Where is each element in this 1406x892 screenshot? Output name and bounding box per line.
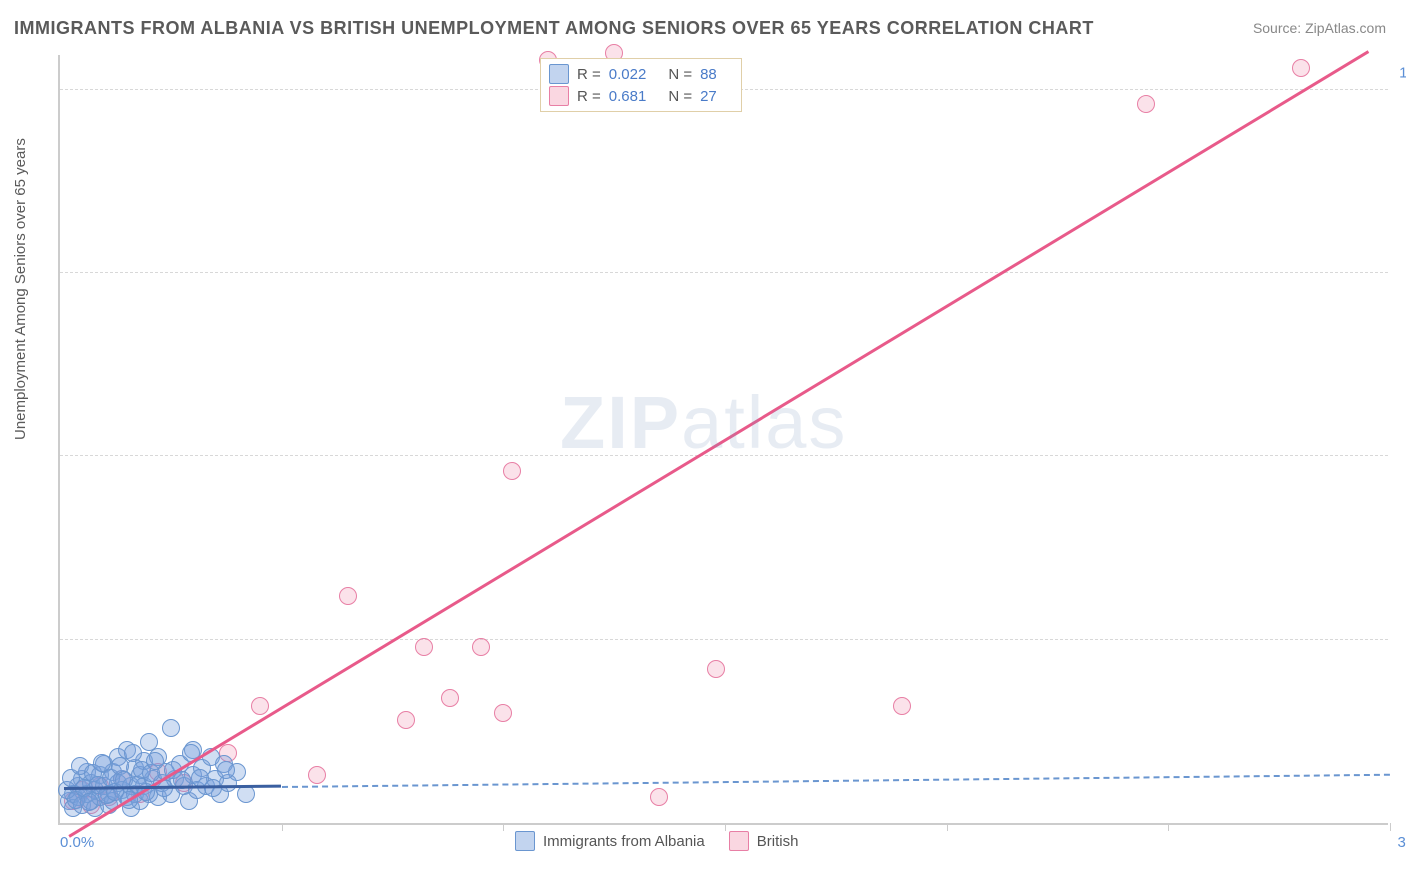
gridline-vertical bbox=[1168, 823, 1169, 831]
legend-r-label: R = bbox=[577, 66, 601, 83]
legend-item-label: British bbox=[757, 833, 799, 850]
legend-r-value: 0.022 bbox=[609, 66, 647, 83]
scatter-point-blue bbox=[124, 744, 142, 762]
scatter-point-pink bbox=[494, 704, 512, 722]
scatter-point-pink bbox=[308, 766, 326, 784]
gridline-vertical bbox=[282, 823, 283, 831]
legend-r-label: R = bbox=[577, 88, 601, 105]
scatter-point-pink bbox=[893, 697, 911, 715]
legend-item: Immigrants from Albania bbox=[515, 831, 705, 851]
legend-row: R = 0.022 N = 88 bbox=[549, 63, 731, 85]
legend-swatch-pink bbox=[729, 831, 749, 851]
series-legend: Immigrants from Albania British bbox=[515, 831, 798, 851]
x-tick-label: 0.0% bbox=[60, 834, 94, 851]
legend-item-label: Immigrants from Albania bbox=[543, 833, 705, 850]
legend-r-value: 0.681 bbox=[609, 88, 647, 105]
gridline-vertical bbox=[947, 823, 948, 831]
legend-item: British bbox=[729, 831, 799, 851]
legend-row: R = 0.681 N = 27 bbox=[549, 85, 731, 107]
legend-n-value: 27 bbox=[700, 88, 717, 105]
legend-swatch-blue bbox=[515, 831, 535, 851]
scatter-point-blue bbox=[146, 752, 164, 770]
scatter-point-pink bbox=[707, 660, 725, 678]
scatter-point-pink bbox=[397, 711, 415, 729]
gridline-horizontal bbox=[60, 272, 1388, 273]
scatter-point-pink bbox=[415, 638, 433, 656]
chart-title: IMMIGRANTS FROM ALBANIA VS BRITISH UNEMP… bbox=[14, 18, 1094, 39]
watermark: ZIPatlas bbox=[560, 380, 847, 465]
legend-n-value: 88 bbox=[700, 66, 717, 83]
x-tick-label: 30.0% bbox=[1397, 834, 1406, 851]
scatter-point-pink bbox=[650, 788, 668, 806]
source-attribution: Source: ZipAtlas.com bbox=[1253, 20, 1386, 36]
scatter-point-pink bbox=[339, 587, 357, 605]
scatter-point-pink bbox=[503, 462, 521, 480]
legend-swatch-blue bbox=[549, 64, 569, 84]
correlation-legend: R = 0.022 N = 88 R = 0.681 N = 27 bbox=[540, 58, 742, 112]
legend-n-label: N = bbox=[668, 66, 692, 83]
scatter-point-pink bbox=[251, 697, 269, 715]
source-link[interactable]: ZipAtlas.com bbox=[1305, 20, 1386, 36]
gridline-vertical bbox=[725, 823, 726, 831]
legend-n-label: N = bbox=[668, 88, 692, 105]
trend-line-blue-dash bbox=[282, 773, 1390, 787]
y-axis-label: Unemployment Among Seniors over 65 years bbox=[12, 138, 29, 440]
scatter-point-pink bbox=[1292, 59, 1310, 77]
y-tick-label: 100.0% bbox=[1399, 64, 1406, 81]
scatter-point-pink bbox=[441, 689, 459, 707]
scatter-point-blue bbox=[162, 719, 180, 737]
scatter-point-blue bbox=[80, 793, 98, 811]
scatter-point-blue bbox=[217, 761, 235, 779]
legend-swatch-pink bbox=[549, 86, 569, 106]
scatter-point-pink bbox=[472, 638, 490, 656]
gridline-horizontal bbox=[60, 639, 1388, 640]
scatter-point-pink bbox=[1137, 95, 1155, 113]
source-prefix: Source: bbox=[1253, 20, 1305, 36]
gridline-vertical bbox=[503, 823, 504, 831]
gridline-vertical bbox=[1390, 823, 1391, 831]
